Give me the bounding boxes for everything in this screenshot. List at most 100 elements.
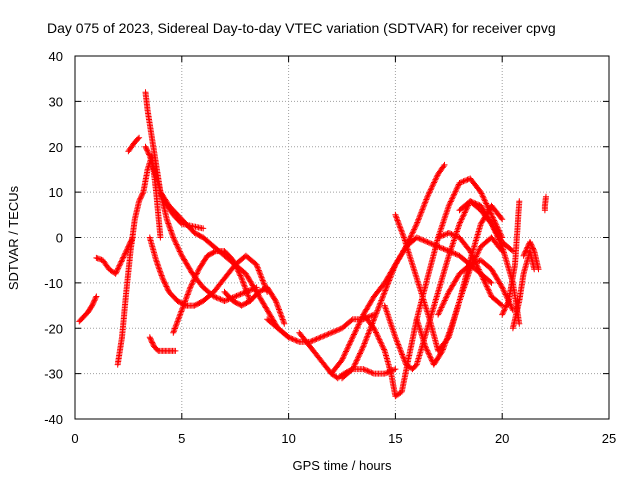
data-point: [145, 150, 152, 157]
data-point: [409, 230, 416, 237]
data-point: [469, 253, 476, 260]
data-point: [358, 315, 365, 322]
data-point: [236, 271, 243, 278]
data-point: [503, 302, 510, 309]
data-point: [493, 232, 500, 239]
data-point: [327, 330, 333, 337]
data-point: [243, 289, 250, 296]
data-point: [432, 176, 439, 183]
data-point: [455, 182, 462, 189]
data-point: [115, 264, 122, 270]
data-point: [357, 318, 363, 325]
data-point: [492, 220, 499, 227]
data-point: [491, 228, 498, 234]
data-point: [467, 249, 474, 256]
data-point: [344, 345, 351, 352]
data-point: [467, 248, 474, 255]
data-point: [190, 278, 196, 285]
data-point: [90, 298, 97, 305]
data-point: [477, 269, 484, 276]
data-point: [446, 201, 453, 208]
data-point: [446, 329, 453, 336]
data-point: [425, 192, 432, 199]
plot-frame: [74, 55, 610, 420]
data-point: [194, 269, 201, 276]
series-arc-23: [499, 198, 523, 318]
data-point: [355, 323, 361, 329]
data-point: [489, 222, 496, 229]
data-point: [394, 217, 401, 224]
data-point: [498, 215, 505, 222]
data-point: [139, 191, 146, 198]
data-point: [420, 203, 427, 210]
x-tick-label: 10: [281, 431, 295, 446]
data-point: [454, 184, 461, 191]
data-point: [278, 312, 285, 319]
data-point: [170, 235, 177, 242]
data-point: [474, 263, 481, 270]
data-point: [343, 348, 349, 355]
data-point: [239, 276, 246, 283]
data-point: [350, 364, 357, 371]
series-arc-4: [125, 134, 143, 155]
data-point: [92, 296, 99, 303]
data-point: [489, 213, 496, 220]
data-point: [483, 201, 490, 208]
data-point: [473, 262, 480, 269]
data-point: [356, 320, 363, 327]
data-point: [437, 244, 444, 251]
data-point: [367, 368, 373, 375]
data-point: [187, 284, 194, 291]
data-point: [377, 339, 384, 346]
data-point: [483, 200, 490, 207]
data-point: [435, 310, 442, 317]
data-point: [368, 369, 375, 376]
data-point: [349, 334, 356, 341]
data-point: [387, 274, 394, 281]
data-point: [112, 270, 119, 277]
data-point: [437, 233, 444, 240]
data-point: [415, 216, 422, 223]
data-point: [276, 308, 283, 314]
data-point: [237, 272, 244, 279]
data-point: [424, 347, 431, 354]
data-point: [458, 216, 465, 223]
data-point: [457, 179, 464, 186]
data-point: [452, 232, 459, 239]
data-point: [336, 326, 343, 333]
data-point: [441, 161, 448, 168]
data-point: [120, 254, 127, 261]
data-point: [527, 240, 534, 247]
data-point: [214, 295, 221, 302]
data-point: [427, 354, 434, 361]
data-point: [453, 251, 460, 258]
data-point: [433, 173, 440, 180]
data-point: [408, 232, 415, 239]
data-point: [425, 239, 432, 246]
data-point: [323, 332, 329, 339]
data-point: [122, 249, 129, 255]
data-point: [332, 328, 339, 335]
series-arc-25: [520, 239, 542, 273]
data-point: [180, 301, 187, 308]
data-point: [426, 351, 433, 358]
data-point: [420, 237, 427, 244]
data-point: [188, 281, 195, 288]
data-point: [176, 247, 183, 254]
data-point: [290, 336, 297, 343]
data-point: [498, 301, 504, 308]
data-point: [459, 215, 466, 222]
data-point: [407, 233, 414, 240]
data-point: [498, 242, 505, 249]
data-point: [421, 237, 428, 244]
data-point: [479, 192, 486, 198]
data-point: [380, 291, 387, 298]
data-point: [392, 213, 399, 220]
data-point: [378, 297, 385, 304]
data-point: [162, 282, 169, 289]
data-point: [179, 305, 186, 312]
data-point: [479, 193, 486, 200]
data-point: [449, 194, 456, 201]
data-point: [339, 355, 346, 362]
data-point: [476, 246, 483, 253]
